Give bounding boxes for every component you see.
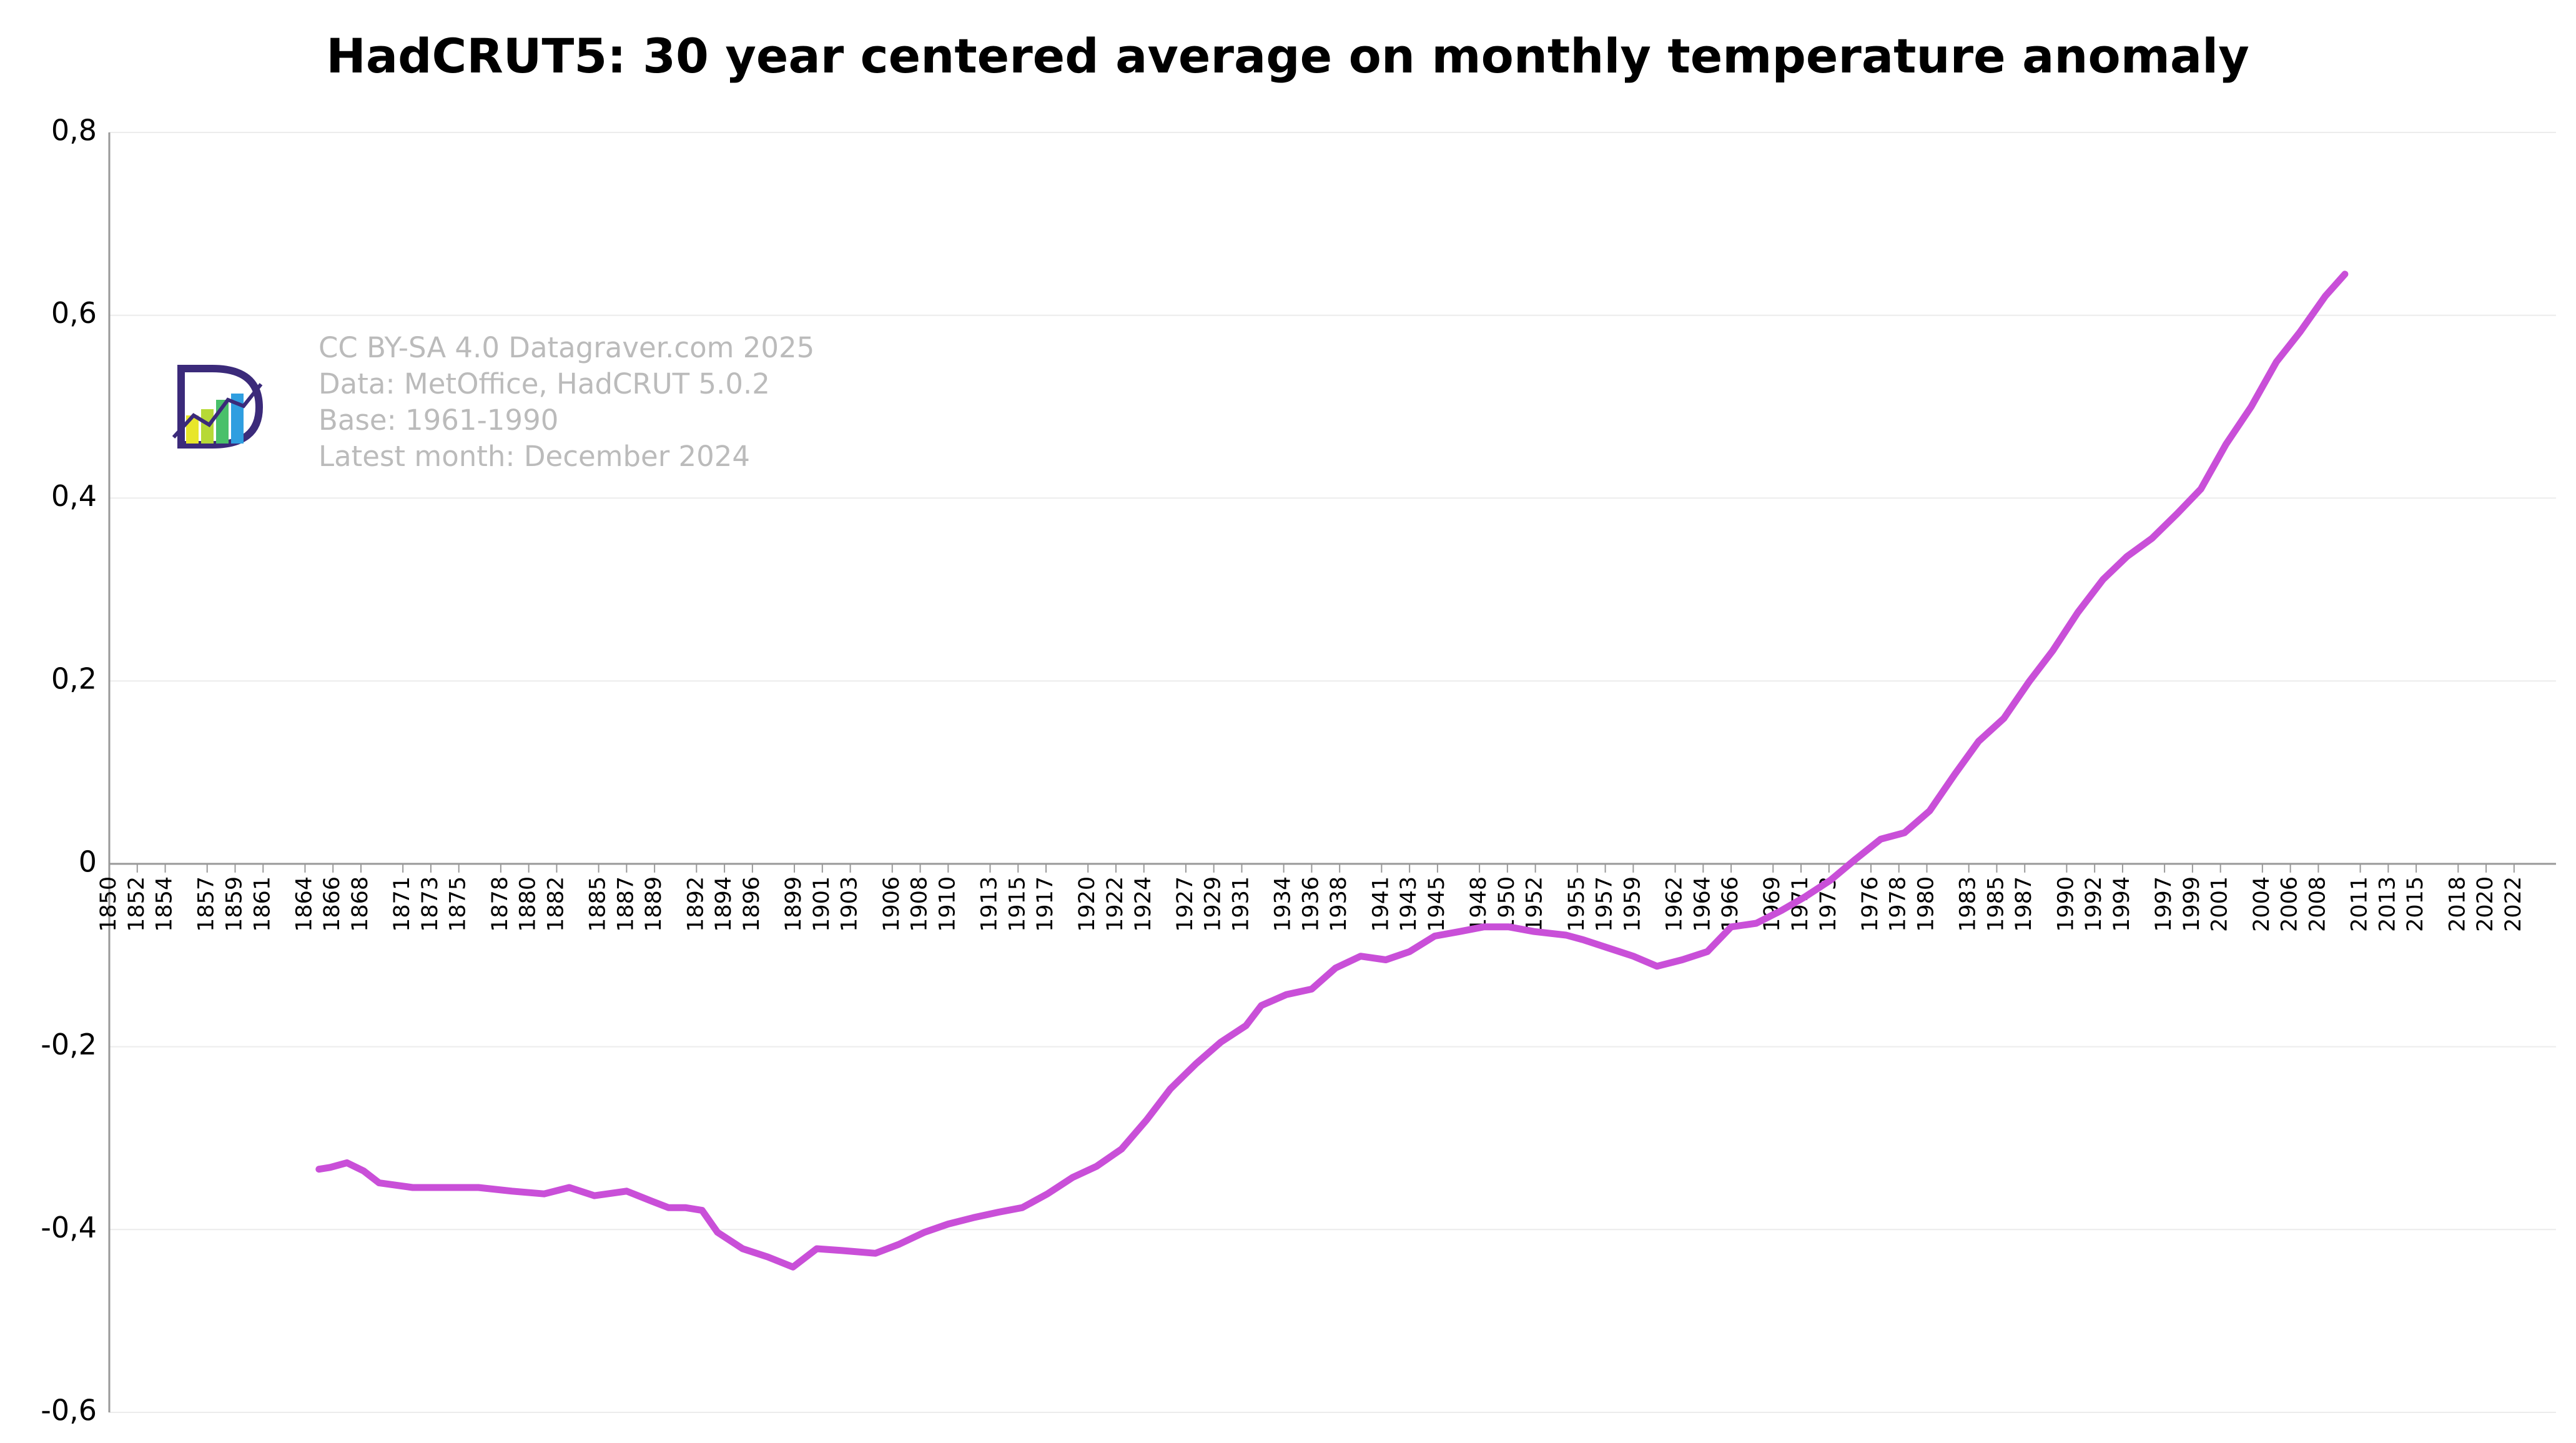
x-tick-label: 1980	[1914, 876, 1939, 932]
x-tick-label: 1943	[1396, 876, 1421, 932]
x-tick-label: 1878	[488, 876, 513, 932]
x-tick-label: 1945	[1424, 876, 1449, 932]
x-tick-label: 2018	[2445, 876, 2470, 932]
x-tick-label: 1924	[1131, 876, 1156, 932]
annotation: Data: MetOffice, HadCRUT 5.0.2	[318, 367, 770, 400]
x-tick-label: 1969	[1760, 876, 1785, 932]
x-tick-label: 1910	[935, 876, 960, 932]
x-tick-label: 1875	[446, 876, 471, 932]
x-tick-label: 1864	[292, 876, 317, 932]
x-tick-label: 1936	[1298, 876, 1323, 932]
x-tick-label: 2004	[2249, 876, 2274, 932]
x-tick-label: 1899	[781, 876, 806, 932]
y-tick-label: -0,6	[41, 1394, 97, 1427]
x-tick-label: 1962	[1662, 876, 1687, 932]
x-tick-label: 1917	[1033, 876, 1058, 932]
data-line	[315, 270, 2349, 1271]
x-tick-label: 2008	[2305, 876, 2330, 932]
x-tick-label: 1854	[152, 876, 177, 932]
x-tick-label: 1931	[1228, 876, 1253, 932]
x-tick-label: 1852	[124, 876, 149, 932]
x-tick-label: 2013	[2375, 876, 2400, 932]
chart-title: HadCRUT5: 30 year centered average on mo…	[326, 28, 2249, 84]
x-tick-label: 1906	[879, 876, 904, 932]
x-tick-label: 1948	[1466, 876, 1491, 932]
x-tick-label: 1913	[977, 876, 1002, 932]
x-tick-label: 1901	[809, 876, 834, 932]
x-tick-label: 1999	[2179, 876, 2204, 932]
x-tick-label: 1880	[516, 876, 541, 932]
x-tick-label: 1889	[641, 876, 666, 932]
x-tick-label: 1952	[1522, 876, 1547, 932]
x-tick-label: 1903	[837, 876, 862, 932]
x-tick-label: 1908	[907, 876, 932, 932]
x-tick-label: 1894	[711, 876, 736, 932]
x-tick-label: 1866	[320, 876, 345, 932]
y-tick-label: -0,2	[41, 1028, 97, 1061]
x-tick-label: 2006	[2277, 876, 2302, 932]
x-tick-label: 1955	[1564, 876, 1589, 932]
y-tick-label: 0,2	[51, 662, 97, 696]
x-tick-label: 1882	[543, 876, 568, 932]
x-tick-label: 1887	[613, 876, 638, 932]
x-tick-label: 1892	[683, 876, 708, 932]
y-tick-label: 0,8	[51, 114, 97, 147]
x-tick-label: 1987	[2011, 876, 2036, 932]
x-tick-label: 1927	[1173, 876, 1198, 932]
x-tick-label: 1938	[1326, 876, 1351, 932]
x-tick-label: 1990	[2053, 876, 2078, 932]
x-tick-label: 1861	[250, 876, 275, 932]
y-tick-label: 0	[79, 845, 97, 878]
x-tick-label: 1978	[1886, 876, 1911, 932]
annotation: Latest month: December 2024	[318, 440, 750, 473]
y-tick-label: -0,4	[41, 1211, 97, 1244]
x-tick-label: 1985	[1983, 876, 2008, 932]
x-tick-label: 1934	[1271, 876, 1296, 932]
x-tick-label: 1920	[1075, 876, 1100, 932]
x-tick-label: 2020	[2473, 876, 2498, 932]
x-tick-label: 1976	[1858, 876, 1883, 932]
x-tick-label: 1994	[2110, 876, 2134, 932]
x-tick-label: 1983	[1956, 876, 1981, 932]
x-tick-label: 2001	[2208, 876, 2233, 932]
x-tick-label: 1950	[1494, 876, 1519, 932]
x-tick-label: 1941	[1368, 876, 1393, 932]
x-tick-label: 1957	[1592, 876, 1617, 932]
x-tick-label: 1873	[418, 876, 443, 932]
x-tick-label: 1992	[2081, 876, 2106, 932]
x-tick-label: 2011	[2347, 876, 2372, 932]
x-tick-label: 1929	[1201, 876, 1226, 932]
annotation: CC BY-SA 4.0 Datagraver.com 2025	[318, 331, 814, 364]
x-tick-label: 1857	[194, 876, 219, 932]
x-tick-label: 1871	[390, 876, 415, 932]
x-tick-label: 1959	[1620, 876, 1645, 932]
x-tick-label: 1922	[1103, 876, 1128, 932]
x-tick-label: 1915	[1005, 876, 1030, 932]
x-tick-label: 2015	[2403, 876, 2428, 932]
x-tick-label: 2022	[2501, 876, 2526, 932]
x-tick-label: 1885	[586, 876, 611, 932]
x-tick-label: 1868	[348, 876, 373, 932]
x-tick-label: 1964	[1690, 876, 1715, 932]
annotation: Base: 1961-1990	[318, 404, 558, 437]
x-tick-label: 1896	[739, 876, 764, 932]
y-tick-label: 0,6	[51, 296, 97, 330]
logo	[172, 365, 264, 449]
x-tick-label: 1859	[222, 876, 247, 932]
x-tick-label: 1997	[2151, 876, 2176, 932]
y-tick-label: 0,4	[51, 479, 97, 513]
x-tick-label: 1850	[96, 876, 121, 932]
